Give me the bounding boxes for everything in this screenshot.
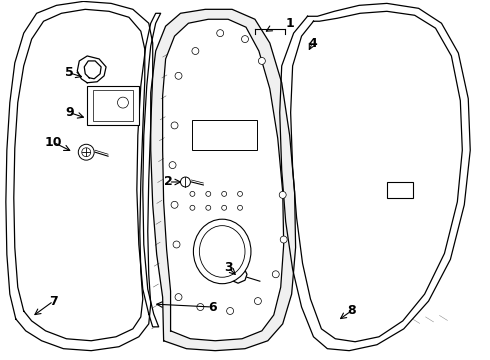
Bar <box>87 86 139 125</box>
Text: 9: 9 <box>65 106 74 119</box>
Circle shape <box>206 205 211 210</box>
Circle shape <box>82 148 91 157</box>
Circle shape <box>171 122 178 129</box>
Polygon shape <box>6 1 153 351</box>
Circle shape <box>169 162 176 168</box>
Text: 3: 3 <box>224 261 232 274</box>
Circle shape <box>190 192 195 196</box>
Text: 10: 10 <box>45 136 62 149</box>
Circle shape <box>221 205 227 210</box>
Polygon shape <box>151 9 295 351</box>
Circle shape <box>238 192 243 196</box>
Polygon shape <box>137 13 161 327</box>
Circle shape <box>118 97 128 108</box>
Circle shape <box>171 201 178 208</box>
Circle shape <box>279 192 286 198</box>
Text: 8: 8 <box>347 305 355 318</box>
Circle shape <box>227 307 234 314</box>
Text: 5: 5 <box>65 66 74 79</box>
Circle shape <box>192 48 199 54</box>
Circle shape <box>254 298 261 305</box>
Circle shape <box>197 303 204 310</box>
Circle shape <box>206 192 211 196</box>
Circle shape <box>173 241 180 248</box>
Ellipse shape <box>194 219 251 284</box>
Bar <box>93 90 133 121</box>
Polygon shape <box>280 3 470 351</box>
Circle shape <box>242 36 248 42</box>
Text: 7: 7 <box>49 294 58 307</box>
Ellipse shape <box>199 226 245 277</box>
Bar <box>387 182 413 198</box>
Circle shape <box>280 236 287 243</box>
Circle shape <box>217 30 223 37</box>
Circle shape <box>190 205 195 210</box>
Polygon shape <box>163 19 284 341</box>
Text: 1: 1 <box>285 17 294 30</box>
Circle shape <box>258 58 266 64</box>
Circle shape <box>180 177 191 187</box>
Circle shape <box>78 144 94 160</box>
Bar <box>193 121 257 150</box>
Circle shape <box>175 72 182 79</box>
Circle shape <box>221 192 227 196</box>
Circle shape <box>175 294 182 301</box>
Polygon shape <box>77 56 106 83</box>
Text: 4: 4 <box>308 37 317 50</box>
Circle shape <box>272 271 279 278</box>
Text: 6: 6 <box>208 301 217 314</box>
Polygon shape <box>229 268 247 283</box>
Text: 2: 2 <box>164 175 173 189</box>
Circle shape <box>238 205 243 210</box>
